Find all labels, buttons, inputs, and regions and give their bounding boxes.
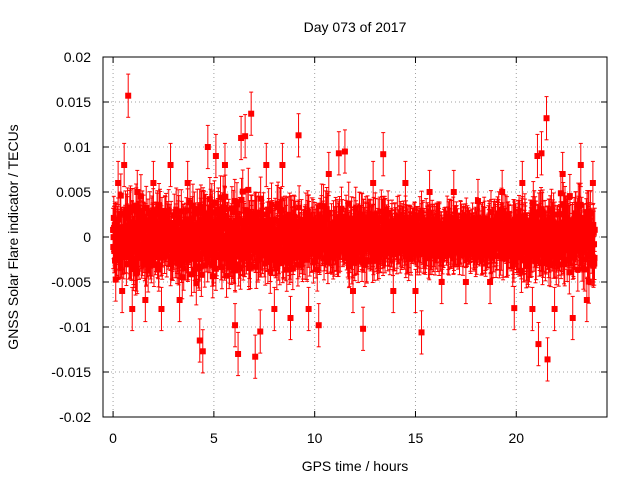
data-point [412,269,418,312]
data-point [570,296,576,339]
data-point [232,304,238,347]
data-point [168,143,174,186]
y-tick-label: -0.015 [51,364,91,380]
x-tick-label: 5 [210,430,218,446]
y-tick-label: 0.02 [64,49,91,65]
data-point [263,143,269,186]
data-point [545,338,551,381]
data-point [544,97,550,140]
data-point [419,311,425,354]
y-tick-label: -0.02 [59,409,91,425]
x-tick-label: 0 [109,430,117,446]
x-axis-label: GPS time / hours [302,458,409,474]
data-point [296,114,302,157]
data-point [242,115,248,158]
y-tick-label: 0.015 [56,94,91,110]
data-point [235,332,241,375]
data-point [252,335,258,378]
data-point [380,133,386,176]
data-cloud [110,168,598,305]
data-point [538,132,544,175]
data-series [110,74,598,381]
data-point [306,287,312,330]
data-point [342,130,348,173]
data-point [552,287,558,330]
x-tick-label: 10 [307,430,323,446]
y-tick-label: 0.01 [64,139,91,155]
data-point [205,125,211,168]
y-tick-label: 0.005 [56,184,91,200]
data-point [316,304,322,347]
y-tick-label: 0 [83,229,91,245]
data-point [336,132,342,175]
y-tick-label: -0.005 [51,274,91,290]
y-axis-label: GNSS Solar Flare indicator / TECUs [5,124,21,349]
data-point [158,287,164,330]
data-point [578,143,584,186]
data-point [200,330,206,373]
data-point [197,319,203,362]
data-point [529,287,535,330]
data-point [287,296,293,339]
data-point [360,307,366,350]
chart-title: Day 073 of 2017 [304,19,407,35]
data-point [213,134,219,177]
data-point [257,310,263,353]
data-point [402,161,408,204]
data-point [279,143,285,186]
data-point [125,74,131,117]
data-point [511,287,517,330]
y-tick-label: -0.01 [59,319,91,335]
x-tick-label: 15 [408,430,424,446]
data-point [535,323,541,366]
data-point [271,287,277,330]
x-tick-label: 20 [508,430,524,446]
data-point [121,143,127,186]
data-point [129,287,135,330]
data-point [248,92,254,135]
